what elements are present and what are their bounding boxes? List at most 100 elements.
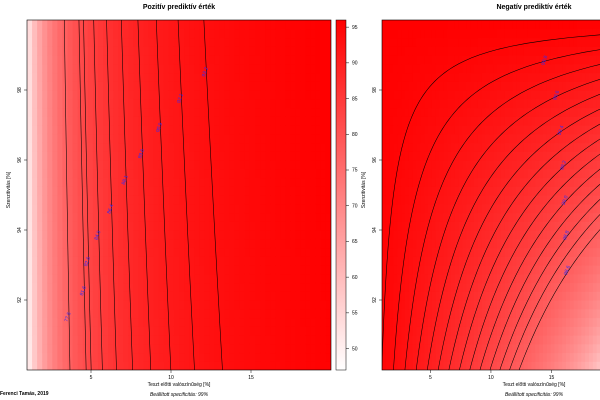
npv-heat-cell [566,238,571,249]
npv-heat-cell [447,98,452,109]
ppv-heat-cell [27,203,33,214]
npv-heat-cell [466,195,471,205]
ppv-heat-cell [158,55,165,65]
ppv-heat-cell [199,107,205,117]
npv-y-tick-label: 98 [372,87,378,93]
ppv-heat-cell [57,46,64,56]
npv-heat-cell [569,221,575,231]
npv-heat-cell [493,273,498,284]
ppv-heat-cell [118,125,124,135]
npv-heat-cell [577,125,582,135]
ppv-heat-cell [52,335,58,345]
npv-heat-cell [412,98,418,109]
ppv-heat-cell [244,282,251,292]
ppv-heat-cell [27,352,33,362]
npv-heat-cell [474,212,479,222]
ppv-heat-cell [204,90,210,100]
ppv-heat-cell [239,168,246,179]
ppv-heat-cell [42,308,48,319]
ppv-heat-cell [260,151,266,161]
ppv-heat-cell [249,326,256,336]
npv-heat-cell [466,256,471,266]
ppv-heat-cell [42,151,48,161]
npv-heat-cell [497,212,502,222]
npv-heat-cell [558,72,563,82]
npv-heat-cell [539,265,544,275]
npv-heat-cell [504,63,510,74]
npv-heat-cell [447,256,452,266]
ppv-heat-cell [224,90,231,100]
npv-heat-cell [558,186,563,196]
npv-heat-cell [520,343,525,354]
npv-heat-cell [520,168,525,179]
ppv-heat-cell [173,265,180,275]
npv-heat-cell [512,352,517,362]
ppv-specificity-note: Beállított specificitás: 99% [150,392,209,398]
npv-heat-cell [408,125,414,135]
ppv-heat-cell [184,282,190,292]
ppv-heat-cell [103,256,109,266]
ppv-heat-cell [37,221,43,231]
ppv-heat-cell [320,98,327,109]
npv-heat-cell [527,142,533,152]
npv-heat-cell [589,317,594,327]
npv-heat-cell [589,125,594,135]
ppv-heat-cell [194,81,200,91]
npv-heat-cell [500,291,506,301]
ppv-heat-cell [153,116,160,126]
ppv-heat-cell [153,133,160,144]
npv-heat-cell [500,116,506,126]
npv-heat-cell [516,221,521,231]
ppv-heat-cell [47,125,53,135]
npv-heat-cell [566,273,571,284]
ppv-heat-cell [255,238,261,249]
npv-heat-cell [443,63,448,74]
ppv-heat-cell [199,212,205,222]
npv-heat-cell [428,98,433,109]
npv-heat-cell [405,28,410,39]
ppv-heat-cell [32,212,38,222]
npv-heat-cell [520,195,525,205]
npv-heat-cell [408,177,414,187]
npv-heat-cell [512,256,517,266]
ppv-heat-cell [224,125,231,135]
npv-heat-cell [420,125,425,135]
ppv-heat-cell [37,361,43,370]
ppv-heat-cell [265,186,271,196]
ppv-heat-cell [148,98,155,109]
npv-heat-cell [428,28,433,39]
npv-heat-cell [577,256,582,266]
npv-heat-cell [420,352,425,362]
ppv-heat-cell [163,98,170,109]
ppv-heat-cell [305,133,312,144]
npv-heat-cell [550,195,556,205]
ppv-heat-cell [204,55,210,65]
npv-heat-cell [393,72,398,82]
ppv-heat-cell [108,300,114,310]
ppv-heat-cell [315,291,322,301]
ppv-heat-cell [290,317,297,327]
npv-heat-cell [428,55,433,65]
ppv-heat-cell [179,46,185,56]
ppv-heat-cell [194,151,200,161]
npv-heat-cell [420,107,425,117]
npv-heat-cell [382,72,387,82]
ppv-heat-cell [229,265,236,275]
npv-heat-cell [531,221,536,231]
ppv-heat-cell [285,20,292,30]
ppv-heat-cell [290,133,297,144]
ppv-heat-cell [32,98,38,109]
npv-heat-cell [408,90,414,100]
ppv-heat-cell [260,63,266,74]
npv-heat-cell [420,186,425,196]
ppv-heat-cell [113,317,119,327]
npv-heat-cell [393,326,398,336]
ppv-heat-cell [315,142,322,152]
npv-contour-line [382,34,600,370]
npv-heat-cell [569,28,575,39]
npv-heat-cell [539,343,544,354]
npv-heat-cell [447,46,452,56]
ppv-heat-cell [158,160,165,170]
npv-heat-cell [481,300,487,310]
npv-heat-cell [408,63,414,74]
